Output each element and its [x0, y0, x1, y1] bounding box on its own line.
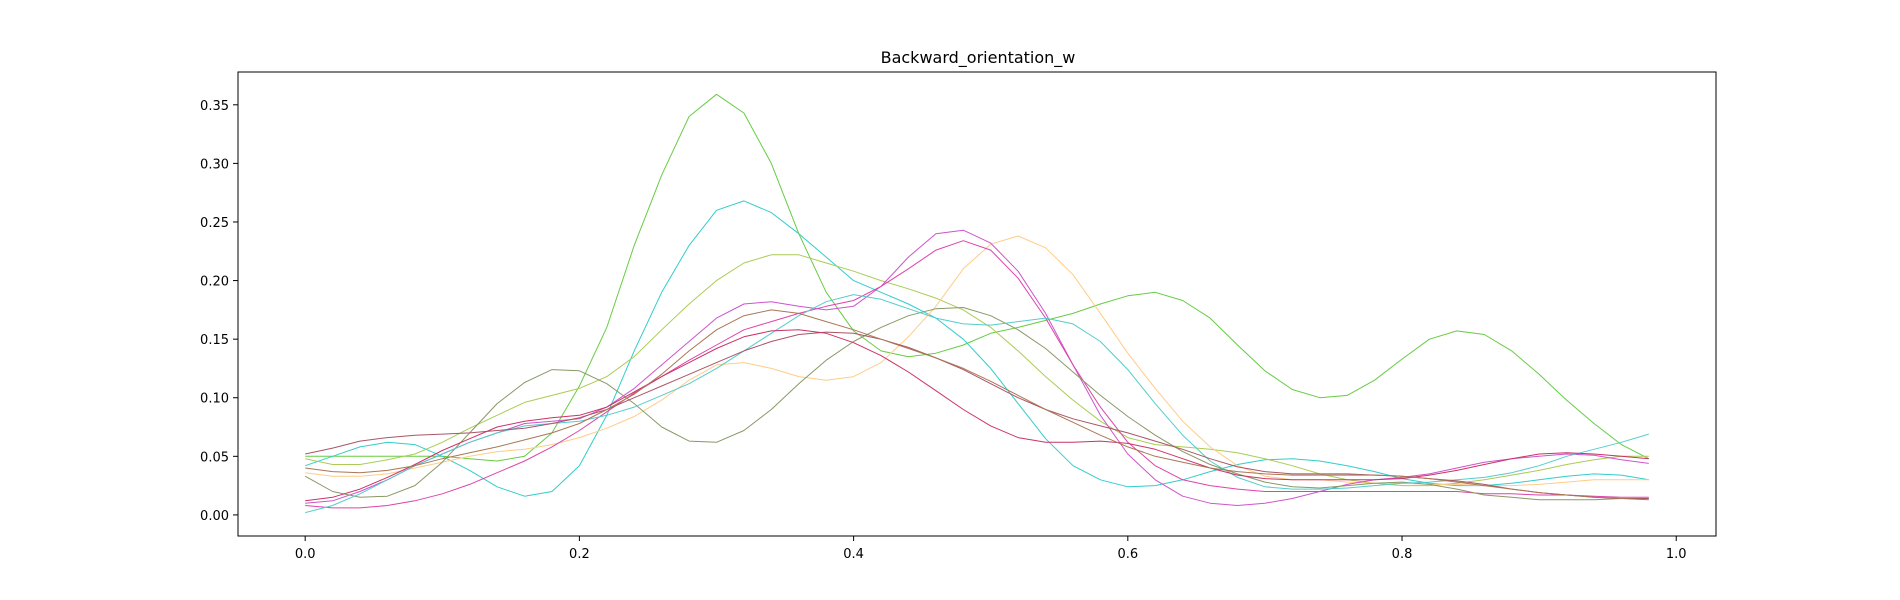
y-tick-label: 0.30	[200, 157, 229, 172]
y-tick-label: 0.05	[200, 450, 229, 465]
x-tick-label: 0.6	[1117, 547, 1138, 562]
x-tick-label: 0.4	[843, 547, 864, 562]
y-tick-label: 0.00	[200, 509, 229, 524]
y-tick-label: 0.20	[200, 275, 229, 290]
series-line-8	[305, 294, 1649, 514]
series-line-10	[305, 329, 1649, 502]
series-line-6	[305, 240, 1649, 509]
x-tick-label: 1.0	[1666, 547, 1687, 562]
series-line-5	[305, 229, 1649, 506]
series-line-3	[305, 254, 1649, 487]
plot-area-frame	[237, 71, 1717, 537]
y-tick-label: 0.15	[200, 333, 229, 348]
y-axis: 0.00 0.05 0.10 0.15 0.20 0.25 0.30 0.35	[200, 99, 238, 524]
y-tick-label: 0.25	[200, 216, 229, 231]
x-axis: 0.0 0.2 0.4 0.6 0.8 1.0	[295, 536, 1687, 562]
series-layer	[304, 93, 1650, 514]
series-line-1	[305, 93, 1650, 462]
series-line-9	[305, 331, 1649, 499]
series-line-7	[304, 307, 1649, 501]
x-tick-label: 0.8	[1392, 547, 1413, 562]
series-line-4	[305, 235, 1649, 487]
series-line-11	[305, 309, 1649, 501]
y-tick-label: 0.35	[200, 99, 229, 114]
y-tick-label: 0.10	[200, 392, 229, 407]
x-tick-label: 0.2	[569, 547, 590, 562]
chart-title: Backward_orientation_w	[881, 48, 1076, 68]
x-tick-label: 0.0	[295, 547, 316, 562]
